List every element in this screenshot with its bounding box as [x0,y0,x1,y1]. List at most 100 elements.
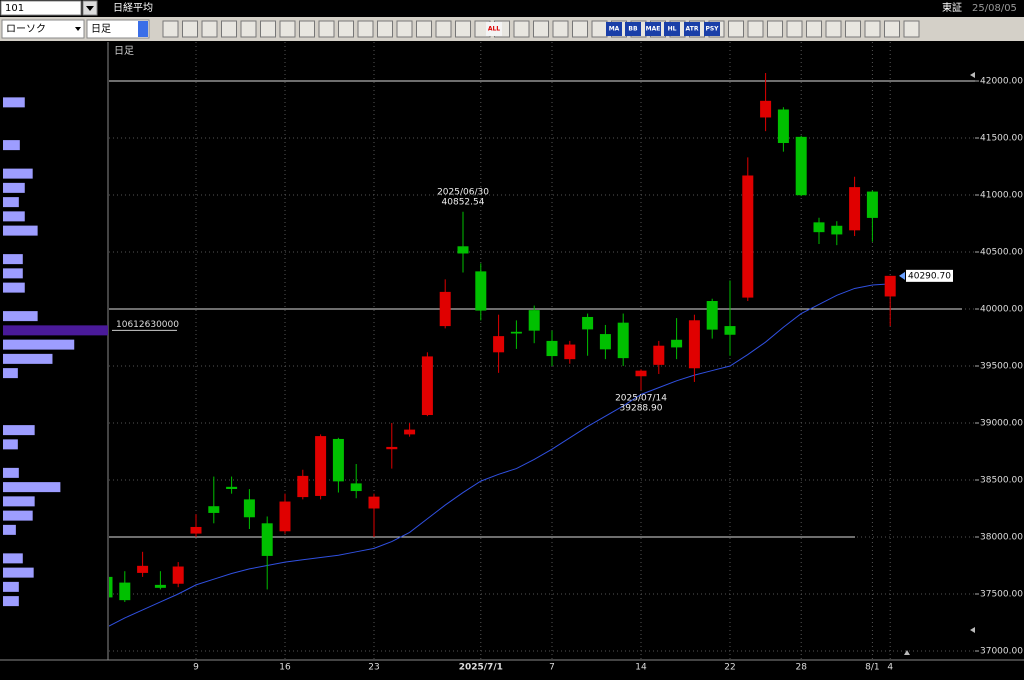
volume-bar [3,211,25,222]
toolbar-label-bg [684,22,700,36]
toolbar-button[interactable] [864,20,881,38]
toolbar-button[interactable] [903,20,920,38]
candle-body [528,310,540,331]
toolbar-button[interactable] [435,20,452,38]
toolbar-button[interactable] [377,20,393,38]
annotation-date: 2025/07/14 [615,394,667,404]
candle-body [635,370,647,377]
toolbar-button[interactable] [357,20,374,38]
volume-bar [3,97,25,108]
period-select[interactable] [86,19,150,39]
toolbar-button[interactable] [182,20,198,38]
candle-body [226,486,238,489]
annotation-value: 40852.54 [442,197,485,207]
y-tick-label: 40500.00 [980,247,1023,257]
arrow [86,6,94,11]
volume-bar [3,339,75,350]
candle-body [297,475,309,498]
x-tick-label: 8/1 [865,663,879,673]
toolbar-button[interactable] [318,20,335,38]
toolbar-button[interactable] [162,20,179,38]
toolbar-button[interactable] [884,20,900,38]
candle-body [510,331,522,334]
toolbar-label-bg [606,22,622,36]
volume-bar [3,596,19,607]
volume-bar [3,311,38,322]
toolbar-button[interactable] [201,20,218,38]
code-input[interactable] [0,0,82,16]
x-tick-label: 7 [549,663,555,673]
y-tick-label: 37500.00 [980,589,1023,599]
volume-bar [3,496,35,507]
candle-body [866,191,878,218]
instrument-name: 日経平均 [113,1,153,14]
candle-body [813,222,825,233]
toolbar-button[interactable] [416,20,432,38]
candle-body [350,483,362,492]
candle-body [279,501,291,532]
volume-bar [3,581,19,592]
period-label: 日足 [114,45,134,57]
toolbar-button[interactable] [767,20,783,38]
toolbar-button[interactable] [806,20,822,38]
candle-body [386,446,398,450]
last-price: 40290.70 [908,271,951,281]
candle-body [546,340,558,357]
toolbar-label-bg [486,22,502,36]
candle-body [137,565,149,573]
toolbar-button[interactable] [279,20,296,38]
toolbar-button[interactable] [240,20,257,38]
candle-body [457,246,469,254]
toolbar-button[interactable] [552,20,569,38]
x-tick-label: 14 [635,663,647,673]
y-tick-label: 41000.00 [980,190,1023,200]
volume-bar [3,482,61,493]
candle-body [154,584,166,588]
toolbar-button[interactable] [825,20,842,38]
volume-bar [3,567,34,578]
x-tick-label: 22 [724,663,735,673]
toolbar-button[interactable] [728,20,744,38]
candle-body [109,576,113,598]
candle-body [243,499,255,518]
market: 東証 [942,1,962,14]
candle-body [653,345,665,365]
volume-bar [3,182,25,193]
toolbar-button[interactable] [338,20,354,38]
toolbar-button[interactable] [572,20,588,38]
style: ローソク [6,23,46,35]
toolbar-label: ALL [488,26,500,33]
toolbar-button[interactable] [533,20,549,38]
toolbar-button[interactable] [221,20,237,38]
toolbar-button[interactable] [845,20,861,38]
toolbar-label-bg [625,22,641,36]
toolbar-label: MAE [646,26,661,33]
plot [109,42,975,660]
toolbar-button[interactable] [396,20,413,38]
toolbar-button[interactable] [260,20,276,38]
candle-body [706,301,718,330]
toolbar-label: HL [668,26,677,33]
volume-bar [3,168,33,179]
toolbar-button[interactable] [299,20,315,38]
annotation-value: 39288.90 [620,404,663,414]
toolbar-button[interactable] [513,20,530,38]
toolbar-button[interactable] [455,20,471,38]
candle-body [831,225,843,235]
candle-body [884,275,896,297]
style-select[interactable] [1,19,85,39]
toolbar-button[interactable] [591,20,608,38]
period: 日足 [91,23,111,35]
candle-body [617,322,629,359]
code: 101 [5,3,24,14]
candle-body [172,566,184,584]
toolbar-label: PSY [705,26,719,33]
volume-bar [3,353,53,364]
toolbar-button[interactable] [786,20,803,38]
period-dropdown[interactable] [138,21,148,37]
candle-body [724,326,736,335]
y-tick-label: 39000.00 [980,418,1023,428]
toolbar-button[interactable] [747,20,764,38]
